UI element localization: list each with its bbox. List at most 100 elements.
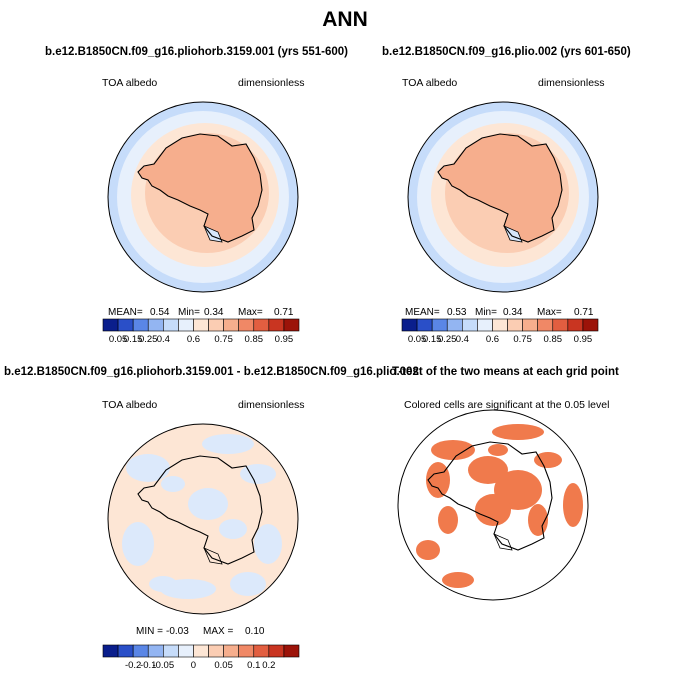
colorbar-tick-label: 0.25 — [437, 334, 457, 345]
negative-diff-patch — [240, 464, 276, 484]
colorbar-swatch — [268, 318, 285, 332]
colorbar-swatch — [147, 644, 164, 658]
ice-shelf-outline — [203, 225, 223, 243]
colorbar-tick-label: 0.05 — [108, 334, 128, 345]
map4-field — [398, 410, 588, 600]
panel-1-variable-label: TOA albedo — [102, 77, 158, 89]
significant-region — [468, 456, 508, 484]
colorbar-swatch — [431, 318, 448, 332]
colorbar-swatch — [223, 318, 239, 332]
colorbar-tick-label: 0.15 — [422, 334, 442, 345]
panel-3-polar-map — [107, 423, 299, 615]
colorbar-swatch — [238, 318, 255, 332]
panel-2-mean-label: MEAN= — [405, 307, 440, 318]
panel-3-title: b.e12.B1850CN.f09_g16.pliohorb.3159.001 … — [4, 366, 419, 378]
panel-1-max-value: 0.71 — [274, 307, 294, 318]
significant-region — [475, 494, 511, 526]
antarctic-ice-sheet-field — [438, 134, 562, 242]
colorbar-swatch — [178, 644, 194, 658]
antarctic-ice-sheet-field — [138, 134, 262, 242]
colorbar-tick-label: 0.75 — [513, 334, 532, 345]
negative-diff-patch — [202, 434, 254, 454]
map1-field — [108, 102, 298, 292]
colorbar-swatch — [416, 318, 433, 332]
colorbar-tick-label: 0.2 — [262, 660, 276, 671]
colorbar-swatch — [552, 318, 569, 332]
panel-3-min-label: MIN = — [136, 626, 163, 637]
ice-shelf-outline — [203, 547, 223, 565]
colorbar-swatch — [537, 318, 554, 332]
negative-diff-patch — [254, 524, 282, 564]
map-border — [397, 409, 589, 601]
negative-diff-patch — [188, 488, 228, 520]
colorbar-swatch — [582, 318, 599, 332]
colorbar-swatch — [253, 644, 270, 658]
colorbar-tick-label: 0.6 — [186, 334, 201, 345]
significant-region — [528, 504, 548, 536]
negative-diff-patch — [230, 572, 266, 596]
colorbar-swatch — [208, 318, 224, 332]
panel-2-max-value: 0.71 — [574, 307, 594, 318]
map3-field — [108, 424, 298, 614]
colorbar-tick-label: 0.4 — [455, 334, 469, 345]
panel-1-max-label: Max= — [238, 307, 263, 318]
colorbar-tick-label: 0.85 — [244, 334, 264, 345]
significant-region — [426, 462, 450, 498]
colorbar-tick-label: 0 — [190, 660, 197, 671]
colorbar-swatch — [567, 318, 584, 332]
significant-region — [492, 424, 544, 440]
colorbar-swatch — [147, 318, 164, 332]
colorbar-swatch — [268, 644, 285, 658]
colorbar-swatch — [492, 318, 508, 332]
colorbar-swatch — [208, 644, 224, 658]
panel-2-min-value: 0.34 — [503, 307, 523, 318]
colorbar-tick-label: 0.05 — [407, 334, 427, 345]
colorbar-tick-label: 0.95 — [573, 334, 593, 345]
significant-region — [431, 440, 475, 460]
colorbar-swatch — [238, 644, 255, 658]
panel-3-colorbar-labels: -0.2 -0.1 -0.05 0 0.05 0.1 0.2 — [103, 660, 299, 672]
panel-2-title: b.e12.B1850CN.f09_g16.plio.002 (yrs 601-… — [382, 46, 631, 58]
panel-2-mean-value: 0.53 — [447, 307, 467, 318]
colorbar-swatch — [163, 318, 179, 332]
colorbar-swatch — [477, 318, 493, 332]
colorbar-tick-label: 0.1 — [247, 660, 261, 671]
panel-2-colorbar-labels: 0.05 0.15 0.25 0.4 0.6 0.75 0.85 0.95 — [402, 334, 598, 346]
panel-3-max-value: 0.10 — [245, 626, 265, 637]
panel-4-title: T-test of the two means at each grid poi… — [392, 366, 619, 378]
colorbar-swatch — [117, 318, 134, 332]
colorbar-tick-label: 0.6 — [485, 334, 500, 345]
panel-3-units-label: dimensionless — [238, 399, 305, 411]
map2-field — [408, 102, 598, 292]
panel-1-min-label: Min= — [178, 307, 200, 318]
colorbar-swatch — [102, 318, 119, 332]
significant-region — [563, 483, 583, 527]
colorbar-swatch — [507, 318, 523, 332]
panel-1-mean-label: MEAN= — [108, 307, 143, 318]
colorbar-tick-label: 0.75 — [214, 334, 233, 345]
colorbar-tick-label: -0.1 — [140, 660, 157, 671]
colorbar-tick-label: -0.05 — [152, 660, 175, 671]
colorbar-tick-label: 0.15 — [123, 334, 143, 345]
panel-4-polar-map — [397, 409, 589, 601]
colorbar-swatch — [522, 318, 538, 332]
panel-1-mean-value: 0.54 — [150, 307, 170, 318]
colorbar-swatch — [462, 318, 478, 332]
panel-4-subtitle: Colored cells are significant at the 0.0… — [404, 399, 610, 411]
significant-region — [534, 452, 562, 468]
panel-2-polar-map — [407, 101, 599, 293]
ice-shelf-outline — [493, 533, 513, 551]
colorbar-swatch — [193, 318, 209, 332]
colorbar-swatch — [193, 644, 209, 658]
colorbar-swatch — [253, 318, 270, 332]
negative-diff-patch — [219, 519, 247, 539]
panel-3-max-label: MAX = — [203, 626, 234, 637]
negative-diff-patch — [122, 522, 154, 566]
panel-1-polar-map — [107, 101, 299, 293]
panel-2-max-label: Max= — [537, 307, 562, 318]
colorbar-swatch — [283, 318, 300, 332]
panel-1-title: b.e12.B1850CN.f09_g16.pliohorb.3159.001 … — [45, 46, 348, 58]
map-border — [107, 101, 299, 293]
colorbar-tick-label: 0.25 — [138, 334, 158, 345]
colorbar-tick-label: 0.95 — [274, 334, 294, 345]
